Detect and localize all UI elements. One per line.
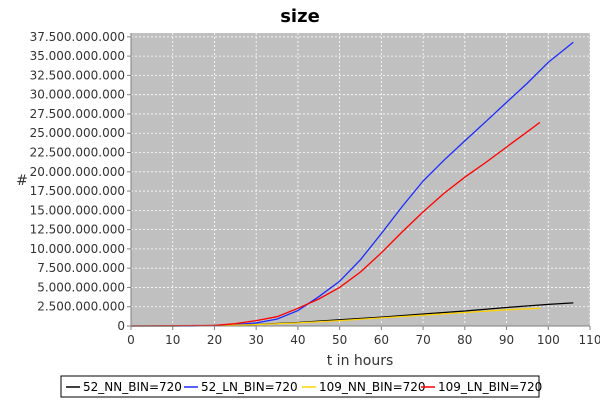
y-tick-label-4: 10.000.000.000 <box>30 242 125 256</box>
legend-label-0: 52_NN_BIN=720 <box>83 380 182 394</box>
grid <box>131 33 591 326</box>
x-tick-label-8: 80 <box>457 333 472 347</box>
x-tick-label-3: 30 <box>249 333 264 347</box>
y-tick-label-12: 30.000.000.000 <box>30 88 125 102</box>
x-tick-label-10: 100 <box>537 333 560 347</box>
y-tick-label-14: 35.000.000.000 <box>30 49 125 63</box>
y-tick-label-13: 32.500.000.000 <box>30 68 125 82</box>
x-tick-label-5: 50 <box>332 333 347 347</box>
y-axis-label: # <box>16 173 28 189</box>
y-tick-label-10: 25.000.000.000 <box>30 126 125 140</box>
x-tick-label-1: 10 <box>165 333 180 347</box>
y-tick-label-6: 15.000.000.000 <box>30 203 125 217</box>
legend-box <box>60 375 540 398</box>
y-tick-label-8: 20.000.000.000 <box>30 165 125 179</box>
y-tick-label-9: 22.500.000.000 <box>30 146 125 160</box>
x-tick-label-6: 60 <box>374 333 389 347</box>
y-tick-label-0: 0 <box>117 319 125 333</box>
series-line-3 <box>130 121 541 327</box>
axes <box>130 33 590 327</box>
legend-label-2: 109_NN_BIN=720 <box>319 380 426 394</box>
y-tick-label-3: 7.500.000.000 <box>37 261 125 275</box>
y-tick-label-11: 27.500.000.000 <box>30 107 125 121</box>
y-axis-ticks: 0 2.500.000.000 5.000.000.000 7.500.000.000… <box>30 30 131 333</box>
x-tick-label-0: 0 <box>127 333 135 347</box>
x-tick-label-11: 110 <box>579 333 600 347</box>
legend-label-3: 109_LN_BIN=720 <box>438 380 542 394</box>
x-tick-label-9: 90 <box>499 333 514 347</box>
x-tick-label-4: 40 <box>290 333 305 347</box>
series-line-1 <box>131 41 574 327</box>
y-tick-label-15: 37.500.000.000 <box>30 30 125 44</box>
plot-area <box>131 33 590 326</box>
y-tick-label-5: 12.500.000.000 <box>30 223 125 237</box>
y-tick-label-7: 17.500.000.000 <box>30 184 125 198</box>
legend: 52_NN_BIN=720 52_LN_BIN=720 109_NN_BIN=720… <box>60 375 542 398</box>
legend-label-1: 52_LN_BIN=720 <box>201 380 298 394</box>
x-axis-label: t in hours <box>327 353 394 369</box>
x-tick-label-2: 20 <box>207 333 222 347</box>
chart-title: size <box>280 6 320 27</box>
x-tick-label-7: 70 <box>415 333 430 347</box>
y-tick-label-1: 2.500.000.000 <box>37 300 125 314</box>
y-tick-label-2: 5.000.000.000 <box>37 280 125 294</box>
x-axis-ticks: 0 10 20 30 40 50 60 70 80 90 100 110 <box>127 326 600 347</box>
